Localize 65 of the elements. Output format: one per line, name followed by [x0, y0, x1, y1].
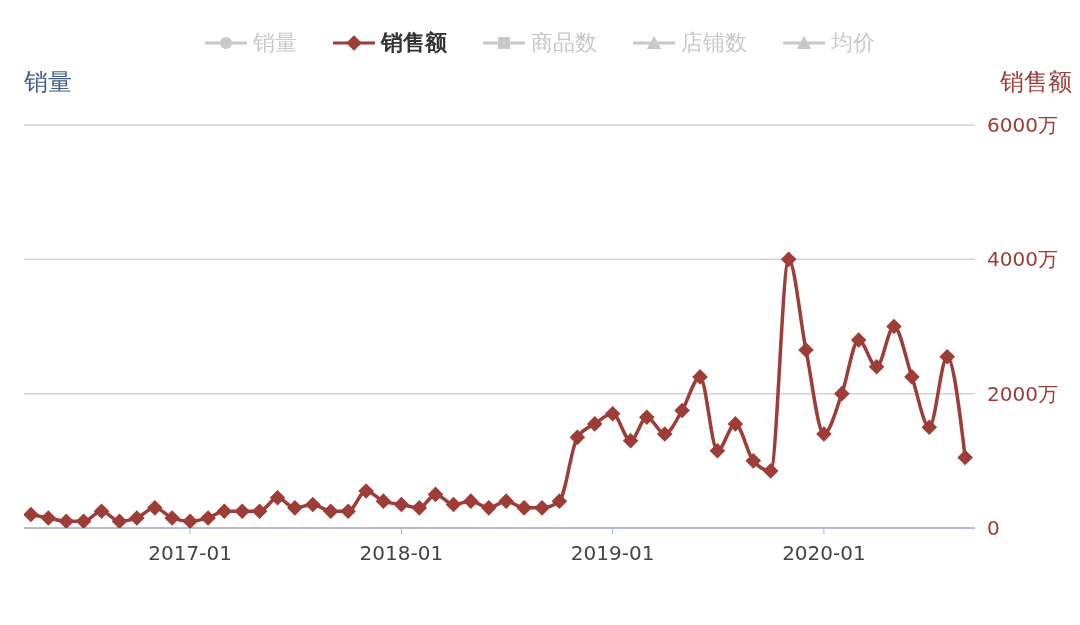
- x-tick-label: 2020-01: [782, 541, 866, 566]
- point: [674, 402, 690, 419]
- y2-axis-title: 销售额: [1000, 67, 1072, 98]
- point: [586, 416, 603, 432]
- point: [358, 483, 374, 499]
- point: [850, 332, 867, 348]
- point: [269, 489, 286, 506]
- y2-tick-label: 2000万: [987, 381, 1058, 406]
- point: [463, 493, 479, 509]
- point: [147, 500, 163, 516]
- point: [762, 463, 779, 479]
- point: [340, 503, 356, 520]
- point: [375, 493, 392, 509]
- point: [445, 496, 462, 513]
- point: [551, 493, 568, 509]
- point: [709, 442, 726, 459]
- point: [111, 513, 128, 528]
- point: [93, 503, 110, 520]
- point: [234, 503, 251, 520]
- point: [604, 406, 621, 422]
- point: [692, 369, 708, 385]
- point: [622, 432, 639, 449]
- point: [182, 513, 198, 528]
- legend-label: 销售额: [381, 29, 447, 57]
- point: [216, 503, 233, 520]
- point: [569, 429, 586, 446]
- point: [24, 506, 39, 523]
- point: [886, 318, 902, 335]
- point: [75, 513, 92, 528]
- y2-tick-label: 6000万: [987, 113, 1058, 138]
- point: [816, 426, 832, 442]
- point: [322, 503, 339, 520]
- point: [516, 500, 532, 516]
- x-tick-label: 2018-01: [359, 541, 444, 566]
- y2-tick-label: 4000万: [987, 247, 1058, 272]
- y2-tick-label: 0: [987, 516, 1000, 541]
- point: [129, 510, 145, 526]
- point: [656, 426, 673, 442]
- point: [411, 500, 428, 516]
- point: [921, 419, 938, 436]
- point: [798, 342, 814, 358]
- point: [40, 510, 57, 526]
- point: [868, 359, 885, 375]
- point: [639, 409, 655, 425]
- point: [780, 251, 797, 268]
- point: [427, 486, 444, 503]
- point: [498, 493, 514, 509]
- point: [251, 503, 268, 520]
- point: [939, 348, 956, 365]
- point: [305, 496, 321, 513]
- point: [745, 453, 762, 469]
- point: [957, 449, 973, 466]
- point: [164, 510, 180, 526]
- point: [287, 500, 303, 516]
- point: [393, 496, 410, 513]
- point: [727, 416, 744, 432]
- point: [58, 513, 75, 528]
- point: [200, 510, 216, 526]
- x-tick-label: 2017-01: [148, 541, 232, 566]
- x-tick-label: 2019-01: [570, 541, 655, 566]
- point: [904, 369, 920, 385]
- y-axis-title: 销量: [24, 67, 72, 98]
- point: [834, 385, 850, 402]
- point: [480, 500, 497, 516]
- point: [534, 500, 550, 516]
